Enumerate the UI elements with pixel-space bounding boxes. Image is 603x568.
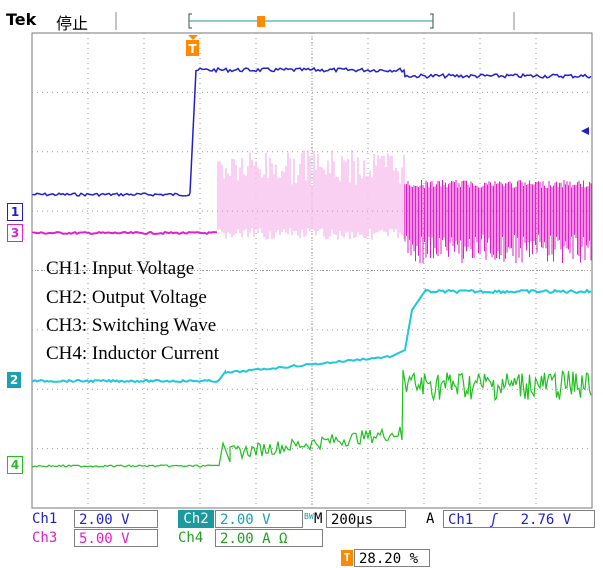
ch2-scale: 2.00 V — [215, 510, 303, 528]
bandwidth-limit-indicator: BW — [304, 512, 314, 521]
ch3-trace-switching — [404, 180, 592, 264]
legend-ch4: CH4: Inductor Current — [46, 343, 220, 364]
ch4-scale-value: 2.00 A — [220, 531, 271, 547]
ch4-ground-marker: 4 — [7, 456, 23, 474]
trigger-level: 2.76 V — [520, 512, 572, 528]
acquisition-status: 停止 — [56, 14, 89, 33]
brand-logo: Tek — [6, 10, 37, 29]
trigger-mode: A — [426, 511, 435, 527]
trigger-position-marker: T — [186, 35, 199, 56]
ch3-scale: 5.00 V — [74, 529, 158, 547]
ch3-ground-marker: 3 — [7, 224, 23, 242]
ch4-unit-suffix: Ω — [279, 531, 288, 547]
ch3-label: Ch3 — [32, 530, 58, 546]
ch1-trace — [32, 66, 592, 198]
ch1-label: Ch1 — [32, 511, 58, 527]
ch2-ground-marker: 2 — [7, 372, 21, 388]
legend-ch3: CH3: Switching Wave — [46, 315, 217, 336]
timebase-value: 200µs — [326, 510, 406, 528]
record-length-bar — [115, 12, 515, 30]
ch1-ground-marker: 1 — [7, 203, 23, 221]
graticule-grid — [32, 33, 592, 508]
svg-text:T: T — [188, 42, 197, 56]
ch4-scale: 2.00 A Ω — [215, 529, 323, 547]
timebase-label: M — [314, 511, 323, 527]
ch2-trace — [32, 287, 592, 384]
ch3-trace-burst — [217, 150, 405, 240]
ch1-scale: 2.00 V — [74, 510, 158, 528]
trigger-source: Ch1 — [448, 512, 474, 528]
trigger-slope-icon: ʃ — [489, 512, 499, 528]
ch4-trace — [32, 369, 592, 468]
legend-ch2: CH2: Output Voltage — [46, 287, 207, 308]
trigger-position-value: 28.20 % — [354, 549, 430, 567]
trigger-level-marker — [581, 127, 589, 135]
ch3-trace-idle — [32, 230, 218, 236]
trigger-position-icon: T — [341, 550, 353, 566]
ch2-label: Ch2 — [178, 510, 214, 528]
scope-header: Tek 停止 — [0, 0, 603, 33]
legend-ch1: CH1: Input Voltage — [46, 258, 195, 279]
trigger-readout: Ch1 ʃ 2.76 V — [443, 510, 595, 528]
ch4-label: Ch4 — [178, 530, 204, 546]
